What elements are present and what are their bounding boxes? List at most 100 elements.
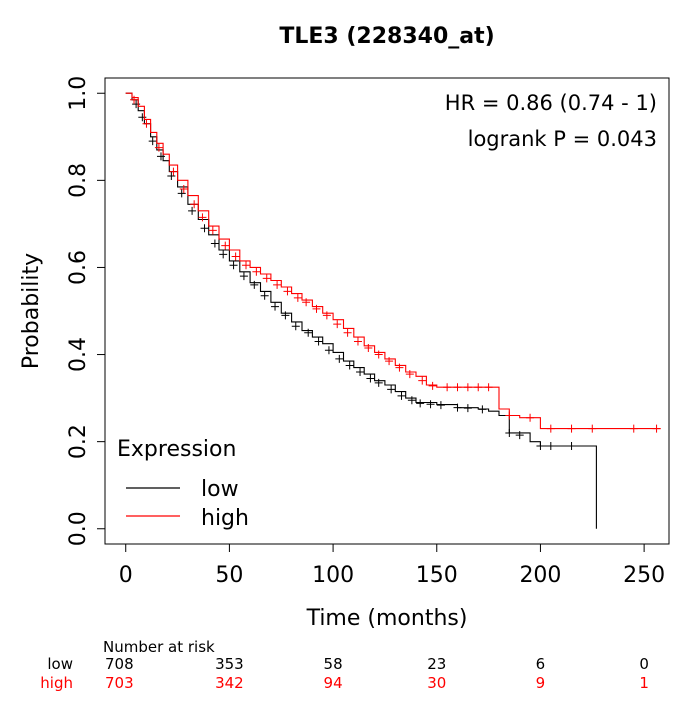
censor-mark-high-27 bbox=[418, 376, 427, 385]
censor-mark-low-12 bbox=[250, 280, 259, 289]
censor-mark-low-27 bbox=[407, 396, 416, 405]
censor-mark-high-5 bbox=[190, 200, 199, 209]
censor-mark-high-14 bbox=[283, 287, 292, 296]
y-tick-label-4: 0.8 bbox=[66, 163, 91, 198]
y-tick-label-2: 0.4 bbox=[66, 337, 91, 372]
censor-mark-low-17 bbox=[304, 328, 313, 337]
censor-mark-low-36 bbox=[536, 442, 545, 451]
censor-mark-high-10 bbox=[242, 261, 250, 270]
censor-mark-low-35 bbox=[515, 431, 524, 440]
censor-mark-low-25 bbox=[387, 385, 396, 394]
risk-table-rows: low 708 353 58 23 6 0 high 703 342 94 30 9 1 bbox=[40, 655, 649, 692]
censor-mark-low-33 bbox=[478, 405, 487, 414]
x-tick-label-5: 250 bbox=[623, 563, 665, 588]
censor-mark-low-4 bbox=[167, 171, 176, 180]
censor-mark-high-2 bbox=[154, 143, 163, 152]
censor-mark-low-1 bbox=[138, 113, 147, 122]
censor-mark-low-20 bbox=[335, 354, 344, 363]
risk-value-low-0: 708 bbox=[105, 655, 134, 673]
censor-mark-high-39 bbox=[629, 424, 638, 433]
legend-title: Expression bbox=[117, 437, 236, 462]
censor-mark-high-1 bbox=[142, 119, 151, 128]
x-tick-label-1: 50 bbox=[215, 563, 243, 588]
legend: Expression low high bbox=[117, 437, 249, 531]
censor-mark-low-13 bbox=[260, 291, 269, 300]
censor-mark-low-5 bbox=[177, 189, 186, 198]
censor-mark-high-20 bbox=[343, 328, 352, 337]
censor-mark-high-30 bbox=[453, 383, 462, 392]
plot-frame bbox=[104, 77, 670, 545]
censor-mark-low-38 bbox=[567, 442, 576, 451]
risk-table: Number at risk low 708 353 58 23 6 0 high 703 342… bbox=[40, 638, 649, 692]
risk-value-high-100: 94 bbox=[324, 674, 343, 692]
censor-mark-high-13 bbox=[273, 280, 282, 289]
x-tick-label-2: 100 bbox=[312, 563, 354, 588]
censor-mark-low-22 bbox=[356, 367, 365, 376]
risk-value-low-200: 6 bbox=[536, 655, 546, 673]
censor-mark-low-10 bbox=[229, 261, 238, 270]
risk-value-high-50: 342 bbox=[215, 674, 244, 692]
risk-value-high-250: 1 bbox=[639, 674, 649, 692]
censor-mark-low-31 bbox=[453, 403, 462, 412]
censor-mark-low-32 bbox=[463, 404, 472, 413]
censor-mark-high-21 bbox=[353, 337, 362, 346]
risk-row-label-low: low bbox=[47, 655, 73, 673]
hr-annotation: HR = 0.86 (0.74 - 1) bbox=[445, 91, 657, 115]
logrank-annotation: logrank P = 0.043 bbox=[468, 127, 657, 151]
censor-mark-low-2 bbox=[148, 137, 157, 146]
risk-value-low-50: 353 bbox=[215, 655, 244, 673]
risk-table-title: Number at risk bbox=[103, 638, 215, 656]
censor-mark-low-0 bbox=[132, 100, 141, 109]
censor-mark-high-34 bbox=[505, 411, 514, 420]
risk-value-high-200: 9 bbox=[536, 674, 546, 692]
censor-mark-high-26 bbox=[405, 370, 414, 379]
censor-mark-high-17 bbox=[312, 304, 321, 313]
censor-mark-low-18 bbox=[314, 337, 323, 346]
x-tick-label-0: 0 bbox=[119, 563, 133, 588]
censor-mark-high-24 bbox=[385, 357, 394, 366]
censor-mark-high-11 bbox=[252, 267, 261, 276]
censor-mark-low-11 bbox=[239, 272, 248, 281]
censor-mark-low-23 bbox=[366, 374, 375, 383]
y-tick-label-0: 0.0 bbox=[66, 511, 91, 546]
censor-mark-high-37 bbox=[567, 424, 576, 433]
censor-mark-high-38 bbox=[588, 424, 597, 433]
series-line-high bbox=[125, 92, 661, 430]
censor-mark-high-7 bbox=[208, 226, 217, 235]
censor-mark-high-18 bbox=[322, 311, 331, 320]
censor-mark-high-35 bbox=[526, 413, 535, 422]
censor-mark-high-3 bbox=[169, 167, 178, 176]
censor-mark-high-40 bbox=[652, 424, 661, 433]
censor-mark-low-29 bbox=[426, 400, 435, 409]
x-axis: 0 50 100 150 200 250 bbox=[119, 544, 665, 588]
censor-mark-high-23 bbox=[374, 350, 383, 359]
y-tick-label-3: 0.6 bbox=[66, 250, 91, 285]
legend-label-high: high bbox=[201, 506, 249, 531]
censor-mark-low-15 bbox=[281, 311, 290, 320]
censor-mark-high-22 bbox=[364, 344, 373, 353]
censor-mark-low-30 bbox=[436, 401, 445, 410]
legend-label-low: low bbox=[201, 477, 239, 502]
risk-value-high-0: 703 bbox=[105, 674, 134, 692]
series-layer bbox=[125, 92, 661, 529]
censor-mark-high-12 bbox=[262, 274, 271, 283]
censor-mark-low-7 bbox=[200, 224, 209, 233]
censor-mark-high-19 bbox=[333, 320, 342, 329]
censor-mark-low-34 bbox=[505, 428, 514, 437]
censor-mark-low-16 bbox=[291, 322, 300, 331]
risk-value-low-250: 0 bbox=[639, 655, 649, 673]
censor-mark-high-36 bbox=[546, 424, 555, 433]
censor-mark-high-32 bbox=[474, 383, 483, 392]
censor-mark-high-33 bbox=[484, 383, 493, 392]
y-axis-label: Probability bbox=[19, 253, 44, 369]
censor-mark-high-28 bbox=[428, 381, 437, 390]
censor-mark-high-16 bbox=[302, 298, 311, 307]
x-tick-label-3: 150 bbox=[416, 563, 458, 588]
censor-mark-low-3 bbox=[156, 152, 165, 161]
y-axis: 0.0 0.2 0.4 0.6 0.8 1.0 bbox=[66, 76, 105, 546]
y-tick-label-1: 0.2 bbox=[66, 424, 91, 459]
risk-row-label-high: high bbox=[40, 674, 73, 692]
censor-mark-low-26 bbox=[397, 391, 406, 400]
risk-value-low-100: 58 bbox=[324, 655, 343, 673]
